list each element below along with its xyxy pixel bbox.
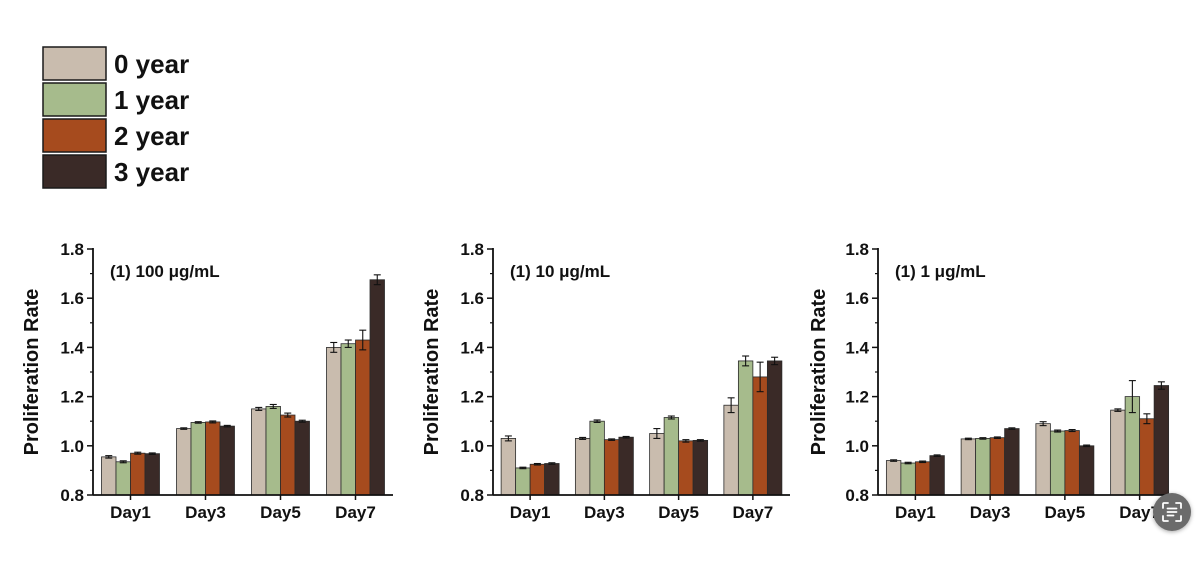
bar-3-year-Day3 (618, 436, 634, 496)
bar-3-year-Day5 (294, 420, 310, 496)
chart-panels: 0.8 1.0 1.2 1.4 1.6 1.8 Proliferation Rate (1) … (21, 240, 1177, 522)
scan-text-button[interactable] (1153, 493, 1191, 531)
bar-0-year-Day3 (574, 438, 591, 496)
y-tick-label: 1.0 (845, 437, 869, 456)
y-tick-label: 1.2 (60, 388, 84, 407)
x-tick-label: Day7 (1119, 503, 1160, 522)
bar-2-year-Day3 (989, 437, 1006, 496)
y-tick-label: 1.4 (60, 338, 84, 357)
bar-0-year-Day5 (649, 433, 665, 496)
x-tick-label: Day5 (260, 503, 301, 522)
legend-swatch (42, 82, 107, 117)
bar-0-year-Day1 (101, 456, 117, 496)
x-tick-label: Day5 (1045, 503, 1086, 522)
chart-panel-2: 0.8 1.0 1.2 1.4 1.6 1.8 Proliferation Rate (1) … (421, 240, 790, 522)
y-axis-label: Proliferation Rate (808, 289, 830, 456)
y-tick-label: 1.8 (845, 240, 869, 259)
y-axis-label: Proliferation Rate (21, 289, 43, 456)
panel-title: (1) 100 μg/mL (110, 262, 220, 281)
bar-2-year-Day7 (355, 339, 371, 496)
bar-1-year-Day5 (1049, 430, 1066, 496)
bar-3-year-Day3 (1004, 428, 1020, 496)
legend-label: 2 year (114, 121, 189, 151)
x-tick-label: Day3 (970, 503, 1011, 522)
bar-1-year-Day3 (190, 422, 206, 496)
bar-0-year-Day1 (500, 438, 517, 496)
x-tick-label: Day1 (895, 503, 936, 522)
chart-panel-3: 0.8 1.0 1.2 1.4 1.6 1.8 Proliferation Rate (1) … (808, 240, 1177, 522)
x-tick-label: Day1 (510, 503, 551, 522)
bar-1-year-Day7 (737, 360, 754, 496)
panel-title: (1) 10 μg/mL (510, 262, 610, 281)
bar-3-year-Day7 (369, 279, 385, 496)
bar-0-year-Day1 (885, 460, 902, 496)
bar-0-year-Day3 (176, 428, 192, 496)
bar-1-year-Day5 (265, 406, 281, 496)
bar-0-year-Day7 (723, 404, 739, 496)
bar-2-year-Day3 (205, 421, 221, 496)
legend-label: 3 year (114, 157, 189, 187)
bar-2-year-Day3 (603, 439, 620, 496)
scan-text-icon (1162, 502, 1182, 522)
y-tick-label: 1.4 (845, 338, 869, 357)
bar-3-year-Day7 (1153, 385, 1170, 496)
y-tick-label: 1.2 (460, 388, 484, 407)
bar-1-year-Day1 (515, 467, 531, 496)
legend-swatch (42, 46, 107, 81)
bar-2-year-Day5 (1064, 430, 1080, 496)
panel-title: (1) 1 μg/mL (895, 262, 986, 281)
bar-1-year-Day7 (340, 343, 356, 496)
x-tick-label: Day3 (185, 503, 226, 522)
y-tick-label: 1.8 (460, 240, 484, 259)
y-tick-label: 1.6 (460, 289, 484, 308)
legend-label: 1 year (114, 85, 189, 115)
y-tick-label: 1.2 (845, 388, 869, 407)
y-tick-label: 1.0 (60, 437, 84, 456)
x-tick-label: Day7 (733, 503, 774, 522)
bar-0-year-Day7 (1110, 409, 1126, 496)
y-axis-label: Proliferation Rate (421, 289, 443, 456)
bar-3-year-Day1 (544, 463, 560, 496)
y-tick-label: 1.8 (60, 240, 84, 259)
y-tick-label: 1.0 (460, 437, 484, 456)
bar-2-year-Day1 (130, 452, 146, 496)
y-tick-label: 1.6 (845, 289, 869, 308)
bar-2-year-Day7 (1139, 418, 1155, 496)
bar-2-year-Day1 (529, 463, 546, 496)
bar-2-year-Day5 (678, 440, 694, 496)
y-tick-label: 1.6 (60, 289, 84, 308)
bar-3-year-Day5 (692, 439, 709, 496)
bar-0-year-Day7 (326, 346, 342, 496)
bar-0-year-Day5 (251, 408, 267, 496)
x-tick-label: Day3 (584, 503, 625, 522)
bar-1-year-Day5 (663, 417, 680, 496)
bar-2-year-Day7 (752, 376, 768, 496)
bar-1-year-Day3 (589, 420, 605, 496)
legend-label: 0 year (114, 49, 189, 79)
bar-1-year-Day3 (975, 438, 991, 496)
legend-swatch (42, 118, 107, 153)
legend-swatch (42, 154, 107, 189)
y-tick-label: 0.8 (460, 486, 484, 505)
x-tick-label: Day1 (110, 503, 151, 522)
bar-3-year-Day1 (144, 453, 160, 496)
x-tick-label: Day5 (658, 503, 699, 522)
y-tick-label: 0.8 (845, 486, 869, 505)
bar-2-year-Day1 (914, 461, 931, 496)
x-tick-label: Day7 (335, 503, 376, 522)
chart-panel-1: 0.8 1.0 1.2 1.4 1.6 1.8 Proliferation Rate (1) … (21, 240, 393, 522)
bar-0-year-Day5 (1035, 423, 1051, 496)
bar-3-year-Day3 (219, 425, 235, 496)
y-tick-label: 0.8 (60, 486, 84, 505)
bar-2-year-Day5 (280, 414, 296, 496)
legend: 0 year 1 year 2 year 3 year (42, 46, 189, 189)
bar-3-year-Day1 (929, 455, 945, 496)
y-tick-label: 1.4 (460, 338, 484, 357)
bar-3-year-Day5 (1078, 445, 1095, 496)
bar-3-year-Day7 (766, 360, 783, 496)
bar-1-year-Day1 (900, 462, 916, 496)
bar-0-year-Day3 (960, 438, 977, 496)
bar-1-year-Day1 (115, 461, 131, 496)
